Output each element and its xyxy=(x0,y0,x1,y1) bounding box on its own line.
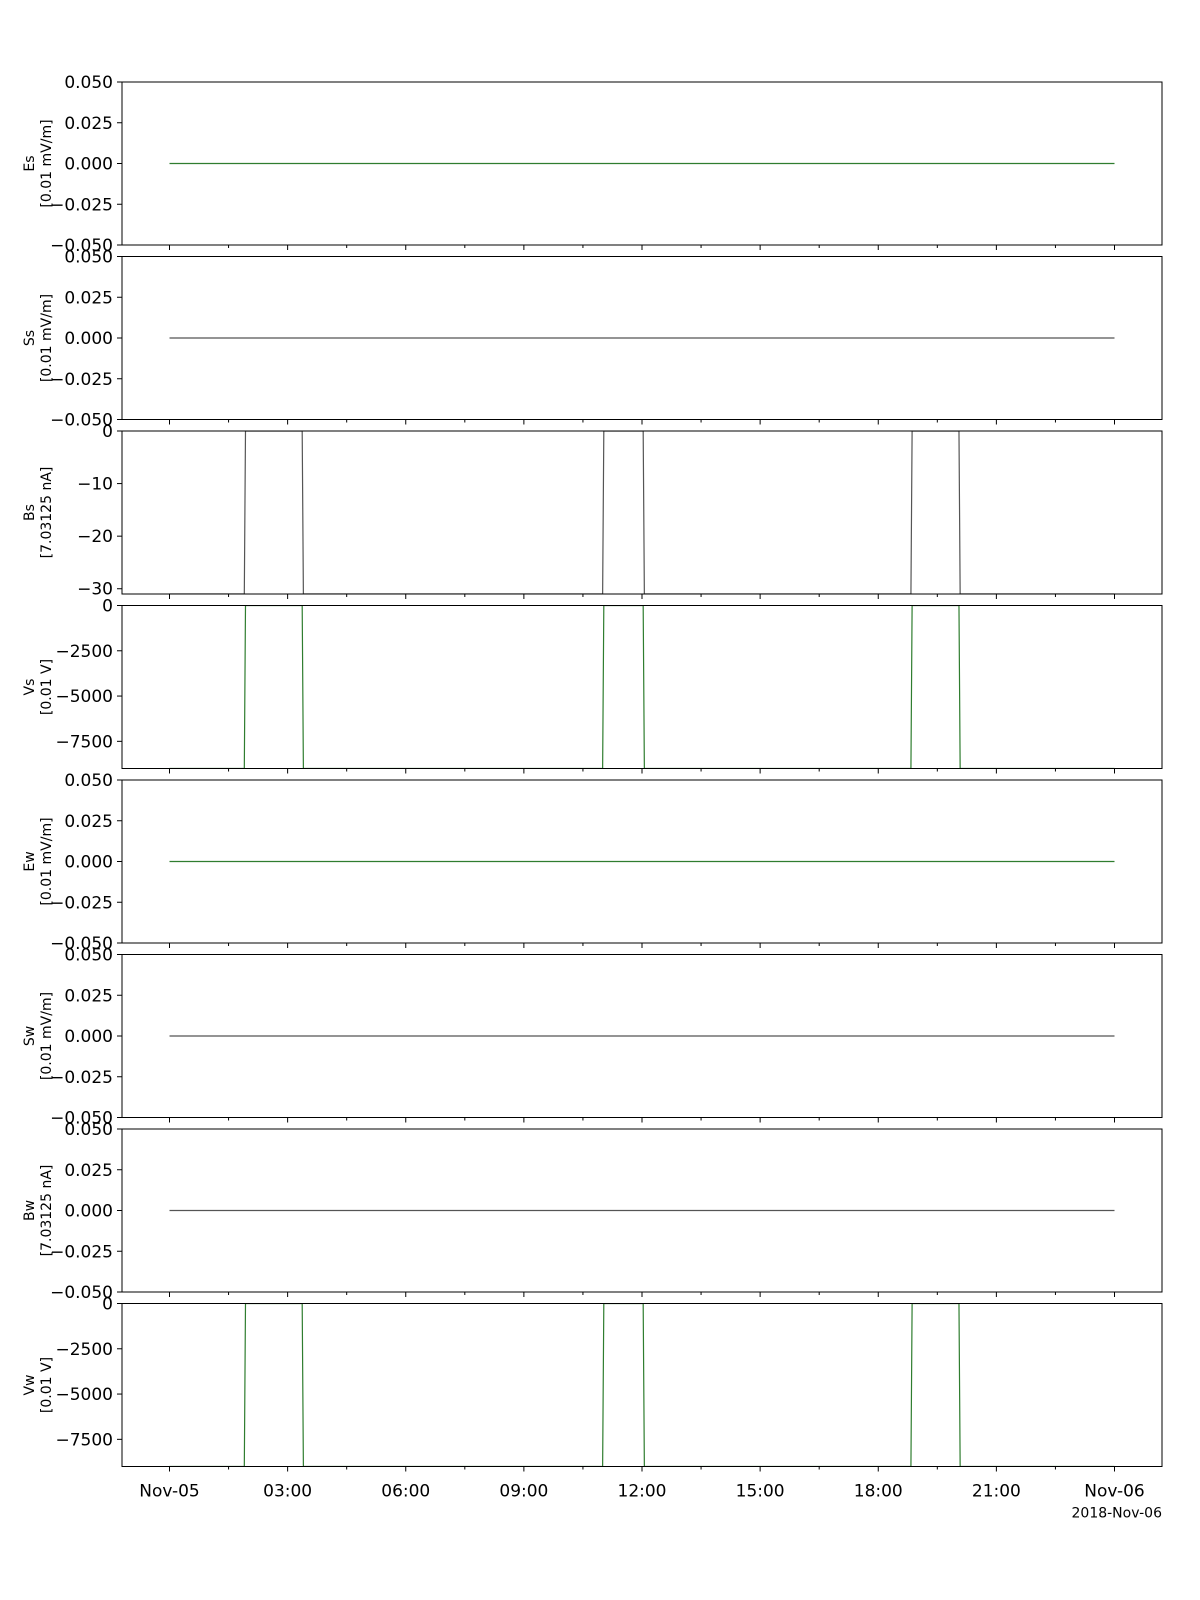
y-tick-label: −2500 xyxy=(55,1340,113,1360)
y-tick-label: 0.000 xyxy=(64,853,113,873)
x-tick-label: 12:00 xyxy=(618,1482,667,1502)
y-axis-label-vw: Vw[0.01 V] xyxy=(22,1357,55,1413)
y-tick-label: −7500 xyxy=(55,732,113,752)
x-axis-offset-label: 2018-Nov-06 xyxy=(1072,1506,1163,1522)
y-tick-label: 0.050 xyxy=(64,771,113,791)
y-tick-label: 0.050 xyxy=(64,73,113,93)
y-axis-label-vs: Vs[0.01 V] xyxy=(22,659,55,715)
y-tick-label: 0.000 xyxy=(64,329,113,349)
y-tick-label: −0.050 xyxy=(50,236,113,256)
y-tick-label: 0.025 xyxy=(64,812,113,832)
y-tick-label: 0.050 xyxy=(64,1120,113,1140)
y-tick-label: 0.000 xyxy=(64,1202,113,1222)
y-tick-label: −0.050 xyxy=(50,934,113,954)
y-tick-label: 0 xyxy=(102,422,113,442)
y-axis-label-ss: Ss[0.01 mV/m] xyxy=(22,294,55,382)
y-tick-label: 0.025 xyxy=(64,114,113,134)
panel-ss: 0.050 0.025 0.000 −0.025 −0.050 Ss[0.01 mV/m] xyxy=(22,248,1163,431)
x-tick-label: Nov-06 xyxy=(1084,1482,1145,1502)
y-tick-label: 0.025 xyxy=(64,288,113,308)
y-tick-label: 0.025 xyxy=(64,1161,113,1181)
y-tick-label: 0.050 xyxy=(64,946,113,966)
y-tick-label: 0 xyxy=(102,597,113,617)
y-tick-label: −0.025 xyxy=(50,370,113,390)
y-axis-label-sw: Sw[0.01 mV/m] xyxy=(22,992,55,1080)
y-tick-label: −0.025 xyxy=(50,893,113,913)
panel-bw: 0.050 0.025 0.000 −0.025 −0.050 Bw[7.03125 nA… xyxy=(22,1120,1163,1303)
y-tick-label: −2500 xyxy=(55,642,113,662)
x-tick-label: Nov-05 xyxy=(139,1482,200,1502)
y-tick-label: −30 xyxy=(77,580,113,600)
panel-sw: 0.050 0.025 0.000 −0.025 −0.050 Sw[0.01 mV/m] xyxy=(22,946,1163,1129)
y-tick-label: −7500 xyxy=(55,1430,113,1450)
y-axis-label-es: Es[0.01 mV/m] xyxy=(22,119,55,207)
panel-bs: 0 −10 −20 −30 Bs[7.03125 nA] xyxy=(22,422,1163,600)
y-axis-label-ew: Ew[0.01 mV/m] xyxy=(22,817,55,905)
y-tick-label: 0.000 xyxy=(64,155,113,175)
panels-group: 0.050 0.025 0.000 −0.025 −0.050 Es[0.01 mV/m]… xyxy=(22,73,1163,1472)
x-tick-label: 15:00 xyxy=(736,1482,785,1502)
y-tick-label: −20 xyxy=(77,527,113,547)
y-tick-label: −0.025 xyxy=(50,1242,113,1262)
y-tick-label: −5000 xyxy=(55,1385,113,1405)
y-tick-label: −5000 xyxy=(55,687,113,707)
x-tick-label: 06:00 xyxy=(381,1482,430,1502)
shared-x-axis: Nov-05 03:00 06:00 09:00 12:00 15:00 18:00 21:0… xyxy=(139,1482,1162,1522)
y-tick-label: −10 xyxy=(77,475,113,495)
panel-es: 0.050 0.025 0.000 −0.025 −0.050 Es[0.01 mV/m] xyxy=(22,73,1163,256)
y-axis-label-bw: Bw[7.03125 nA] xyxy=(22,1165,55,1257)
y-tick-label: 0.000 xyxy=(64,1027,113,1047)
panel-ew: 0.050 0.025 0.000 −0.025 −0.050 Ew[0.01 mV/m] xyxy=(22,771,1163,954)
y-tick-label: −0.050 xyxy=(50,411,113,431)
y-tick-label: 0 xyxy=(102,1295,113,1315)
x-tick-label: 18:00 xyxy=(854,1482,903,1502)
y-tick-label: −0.050 xyxy=(50,1283,113,1303)
y-tick-label: −0.025 xyxy=(50,195,113,215)
y-tick-label: −0.025 xyxy=(50,1068,113,1088)
y-tick-label: −0.050 xyxy=(50,1109,113,1129)
x-tick-label: 09:00 xyxy=(499,1482,548,1502)
x-tick-label: 03:00 xyxy=(263,1482,312,1502)
y-tick-label: 0.025 xyxy=(64,986,113,1006)
x-tick-label: 21:00 xyxy=(972,1482,1021,1502)
y-tick-label: 0.050 xyxy=(64,248,113,268)
y-axis-label-bs: Bs[7.03125 nA] xyxy=(22,467,55,559)
